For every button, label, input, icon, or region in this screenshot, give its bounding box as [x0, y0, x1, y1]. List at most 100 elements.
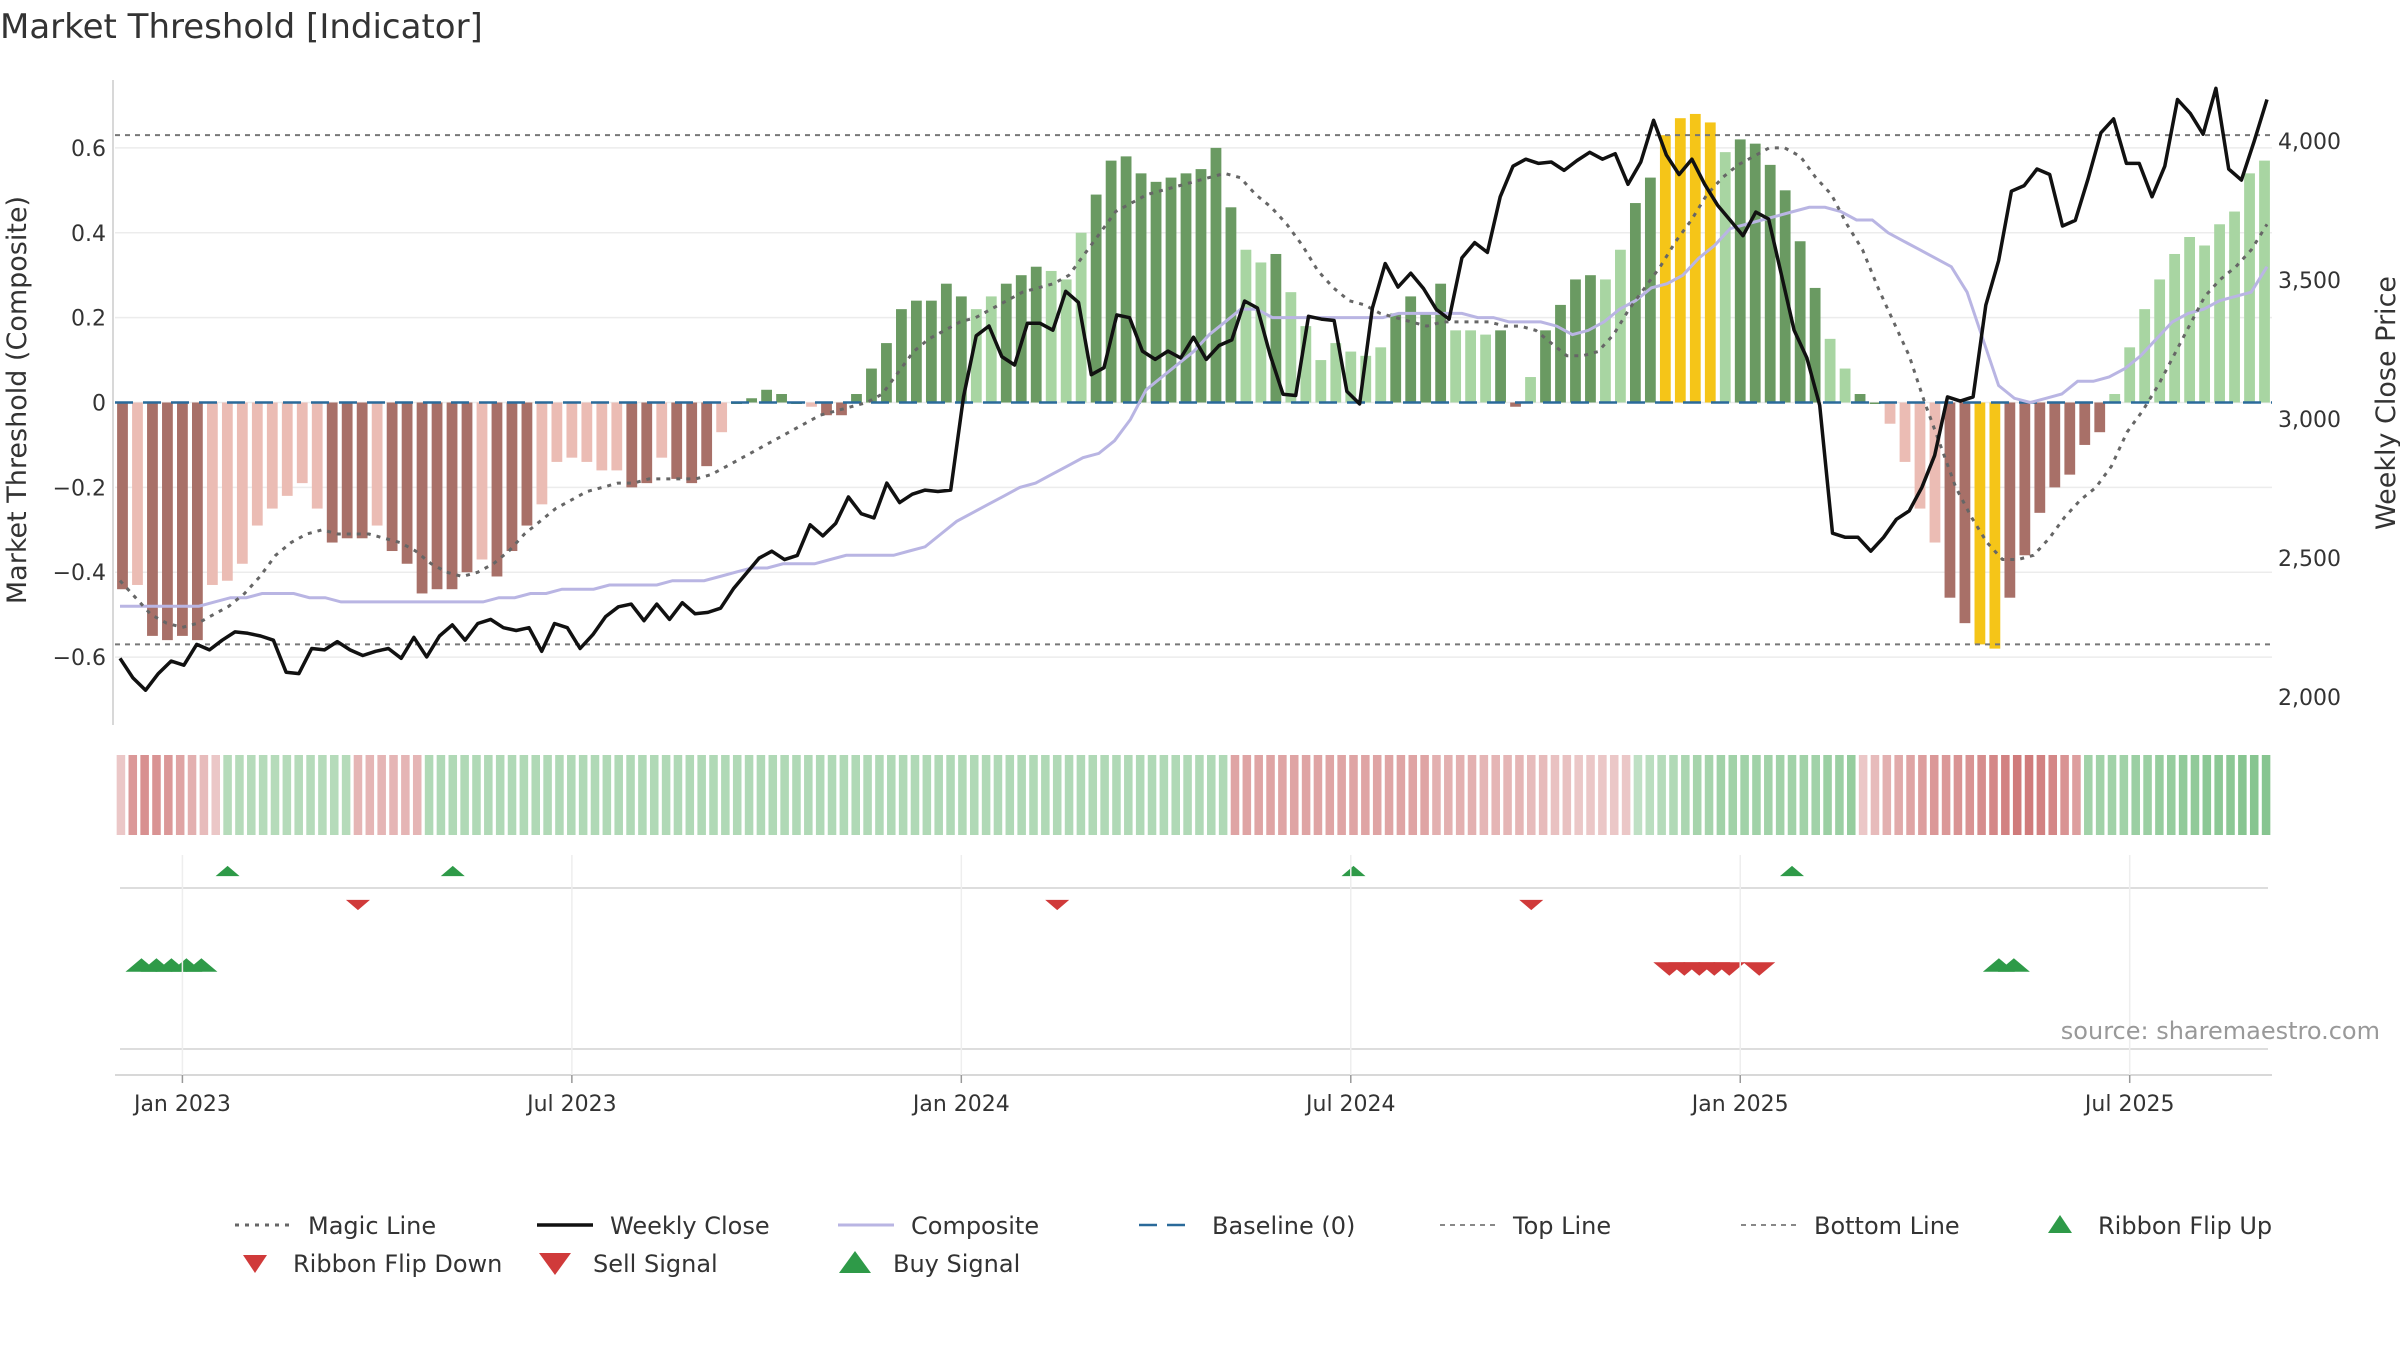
- ribbon-cell: [116, 755, 126, 835]
- ribbon-cell: [306, 755, 315, 835]
- ribbon-cell: [235, 755, 244, 835]
- composite-bar: [626, 402, 638, 488]
- composite-bar: [1959, 402, 1971, 624]
- ribbon-cell: [1977, 755, 1986, 835]
- composite-bar: [521, 402, 533, 526]
- composite-bar: [1854, 394, 1866, 403]
- ribbon-cell: [199, 755, 209, 835]
- ribbon-cell: [1870, 755, 1880, 835]
- ribbon-cell: [626, 755, 635, 835]
- ribbon-cell: [673, 755, 683, 835]
- x-tick-label: Jan 2024: [911, 1092, 1010, 1117]
- ribbon-cell: [1929, 755, 1939, 835]
- composite-bar: [866, 368, 877, 403]
- ribbon-cell: [590, 755, 600, 835]
- composite-bar: [1749, 143, 1761, 403]
- composite-bar: [1884, 402, 1896, 424]
- composite-bar: [1510, 402, 1521, 407]
- ribbon-cell: [187, 755, 197, 835]
- composite-bar: [1809, 287, 1821, 403]
- ribbon-cell: [567, 755, 576, 835]
- ribbon-cell: [1574, 755, 1583, 835]
- ribbon-cell: [1041, 755, 1050, 835]
- composite-bar: [656, 402, 668, 458]
- composite-bar: [1989, 402, 2001, 649]
- ribbon-cell: [1609, 755, 1619, 835]
- ribbon-cell: [2072, 755, 2081, 835]
- composite-bar: [746, 398, 758, 403]
- composite-bar: [925, 300, 937, 403]
- composite-bar: [177, 402, 188, 636]
- ribbon-cell: [1361, 755, 1370, 835]
- legend-item-flipup: Ribbon Flip Up: [2048, 1212, 2272, 1240]
- ribbon-cell: [661, 755, 671, 835]
- composite-bar: [1210, 147, 1222, 403]
- ribbon-cell: [981, 755, 991, 835]
- axes: 0.6 0.4 0.2 0 −0.2 −0.4 −0.6 4,000 3,500 3,000 2,5…: [53, 80, 2341, 725]
- ribbon-flip-up-marker: [1341, 865, 1366, 877]
- composite-bar: [461, 402, 473, 573]
- composite-bar: [2004, 402, 2016, 598]
- composite-bar: [1000, 283, 1012, 403]
- composite-bar: [1225, 207, 1237, 403]
- legend-swatch: [243, 1255, 267, 1273]
- composite-bar: [1345, 351, 1357, 403]
- composite-bar: [326, 402, 338, 543]
- ribbon-cell: [365, 755, 375, 835]
- y-tick-label: −0.6: [53, 646, 106, 671]
- composite-bar: [2034, 402, 2046, 513]
- ribbon-cell: [1918, 755, 1927, 835]
- ribbon-cell: [1147, 755, 1157, 835]
- ribbon-cell: [1550, 755, 1560, 835]
- y-axis-label: Market Threshold (Composite): [2, 196, 33, 604]
- sell-signal-marker: [1713, 962, 1746, 976]
- ribbon-cell: [685, 755, 695, 835]
- legend-label: Baseline (0): [1212, 1212, 1355, 1240]
- ribbon-cell: [2261, 755, 2271, 835]
- composite-bar: [251, 402, 263, 526]
- ribbon-cell: [175, 755, 185, 835]
- composite-bar: [1659, 135, 1671, 403]
- ribbon-cell: [2024, 755, 2034, 835]
- composite-bar: [1869, 402, 1881, 404]
- ribbon-cell: [1752, 755, 1761, 835]
- composite-bar: [761, 389, 772, 403]
- ribbon-cell: [140, 755, 149, 835]
- composite-bar: [281, 402, 293, 496]
- composite-bar: [2199, 245, 2210, 403]
- composite-bar: [1195, 169, 1207, 403]
- composite-bar: [2229, 211, 2240, 403]
- composite-bar: [1555, 304, 1566, 403]
- composite-bar: [1734, 139, 1746, 403]
- ribbon-cell: [1598, 755, 1607, 835]
- ribbon-cell: [2226, 755, 2235, 835]
- ribbon-cell: [1266, 755, 1275, 835]
- composite-bar: [2214, 224, 2225, 403]
- ribbon-cell: [744, 755, 754, 835]
- ribbon-cell: [649, 755, 659, 835]
- legend-swatch: [2048, 1215, 2072, 1233]
- composite-bar: [1240, 249, 1252, 403]
- composite-bar: [1585, 275, 1596, 403]
- composite-bar: [221, 402, 233, 581]
- x-tick-label: Jul 2024: [1304, 1092, 1396, 1117]
- ribbon-cell: [2166, 755, 2176, 835]
- ribbon-cell: [1965, 755, 1975, 835]
- ribbon-cell: [1171, 755, 1180, 835]
- composite-bar: [641, 402, 653, 484]
- ribbon-cell: [602, 755, 612, 835]
- legend-swatch: [539, 1253, 571, 1275]
- composite-bar: [1974, 402, 1986, 645]
- composite-bar: [1060, 279, 1072, 403]
- composite-bar: [2094, 402, 2106, 433]
- ribbon-cell: [1787, 755, 1797, 835]
- y-tick-label: 0: [92, 392, 106, 417]
- ribbon-cell: [792, 755, 801, 835]
- composite-bar: [1929, 402, 1941, 543]
- x-axis-ticks: Jan 2023 Jul 2023 Jan 2024 Jul 2024 Jan 2025…: [115, 855, 2272, 1117]
- ribbon-cell: [1088, 755, 1098, 835]
- ribbon-cell: [2238, 755, 2247, 835]
- composite-bar: [356, 402, 368, 539]
- composite-bar: [1330, 343, 1342, 403]
